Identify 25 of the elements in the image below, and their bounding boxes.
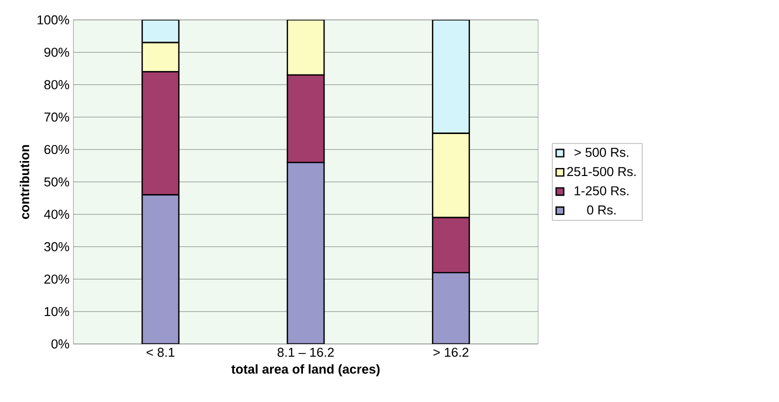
x-axis-title: total area of land (acres)	[231, 364, 380, 376]
y-tick-label: 90%	[44, 48, 70, 57]
y-tick-label: 20%	[44, 274, 70, 284]
x-tick-label: 8.1 – 16.2	[278, 348, 334, 357]
y-tick-label: 60%	[44, 144, 70, 154]
y-axis-title: contribution	[20, 145, 30, 219]
y-tick-label: 30%	[44, 242, 70, 252]
legend-label: 1-250 Rs.	[574, 186, 628, 196]
legend-label: 0 Rs.	[587, 205, 616, 215]
bar	[432, 132, 470, 218]
bar	[432, 20, 470, 134]
y-tick-label: 40%	[44, 210, 70, 219]
y-tick-label: 50%	[44, 177, 70, 186]
x-tick-label: > 16.2	[433, 348, 468, 357]
y-tick-label: 70%	[44, 112, 70, 122]
legend-label: 251-500 Rs.	[567, 166, 636, 176]
y-tick-label: 0%	[51, 339, 70, 348]
bar	[142, 42, 180, 72]
y-tick-label: 10%	[44, 306, 70, 316]
bar	[142, 20, 180, 44]
x-tick-label: < 8.1	[146, 348, 174, 357]
legend-label: > 500 Rs.	[574, 148, 628, 157]
bar	[286, 20, 325, 76]
y-tick-label: 80%	[44, 80, 70, 90]
y-tick-label: 100%	[38, 15, 70, 24]
